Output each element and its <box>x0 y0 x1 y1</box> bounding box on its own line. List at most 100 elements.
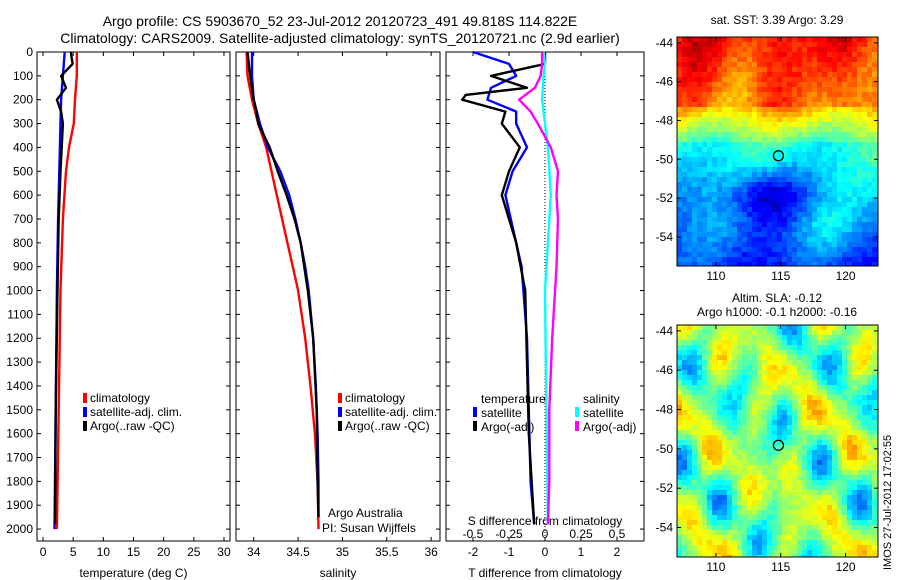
map-cell <box>677 460 683 466</box>
map-cell <box>802 510 808 516</box>
map-cell <box>842 112 848 118</box>
map-cell <box>807 102 813 108</box>
map-cell <box>852 222 858 228</box>
map-cell <box>837 122 843 128</box>
map-cell <box>702 257 708 263</box>
map-cell <box>842 142 848 148</box>
map-cell <box>822 550 828 556</box>
map-cell <box>842 385 848 391</box>
map-cell <box>677 385 683 391</box>
map-cell <box>802 340 808 346</box>
map-cell <box>867 197 873 203</box>
map-cell <box>692 147 698 153</box>
map-cell <box>682 330 688 336</box>
map-cell <box>687 385 693 391</box>
map-cell <box>707 540 713 546</box>
map-cell <box>697 212 703 218</box>
map-cell <box>812 465 818 471</box>
map-cell <box>822 37 828 43</box>
map-cell <box>742 520 748 526</box>
map-cell <box>687 227 693 233</box>
map-cell <box>682 335 688 341</box>
map-cell <box>807 52 813 58</box>
map-cell <box>872 440 878 446</box>
map-cell <box>867 237 873 243</box>
map-cell <box>762 142 768 148</box>
map-cell <box>812 117 818 123</box>
map-cell <box>787 82 793 88</box>
map-cell <box>772 47 778 53</box>
map-cell <box>812 510 818 516</box>
map-cell <box>767 112 773 118</box>
map-cell <box>842 47 848 53</box>
map-cell <box>787 202 793 208</box>
map-cell <box>867 510 873 516</box>
map-cell <box>872 500 878 506</box>
map-cell <box>862 500 868 506</box>
map-cell <box>717 62 723 68</box>
map-cell <box>847 162 853 168</box>
map-cell <box>717 365 723 371</box>
map-cell <box>857 415 863 421</box>
map-cell <box>867 207 873 213</box>
map-cell <box>792 207 798 213</box>
map-cell <box>697 47 703 53</box>
map-cell <box>827 237 833 243</box>
map-cell <box>767 510 773 516</box>
map-cell <box>827 485 833 491</box>
map-cell <box>832 470 838 476</box>
map-cell <box>812 440 818 446</box>
map-cell <box>737 480 743 486</box>
map-cell <box>727 232 733 238</box>
map-cell <box>677 410 683 416</box>
map-cell <box>717 540 723 546</box>
map-cell <box>792 395 798 401</box>
map-cell <box>812 355 818 361</box>
map-cell <box>772 345 778 351</box>
map-cell <box>732 515 738 521</box>
map-cell <box>772 182 778 188</box>
map-cell <box>772 515 778 521</box>
map-cell <box>867 405 873 411</box>
map-cell <box>837 385 843 391</box>
map-cell <box>687 37 693 43</box>
map-cell <box>872 112 878 118</box>
map-cell <box>727 262 733 267</box>
map-cell <box>697 355 703 361</box>
map-cell <box>872 480 878 486</box>
map-cell <box>712 187 718 193</box>
map-cell <box>842 137 848 143</box>
map-cell <box>817 37 823 43</box>
map-cell <box>767 360 773 366</box>
map-cell <box>712 415 718 421</box>
map-cell <box>817 117 823 123</box>
map-cell <box>867 365 873 371</box>
map-cell <box>727 435 733 441</box>
map-cell <box>702 390 708 396</box>
map-cell <box>722 37 728 43</box>
map-cell <box>782 182 788 188</box>
map-cell <box>812 72 818 78</box>
map-cell <box>762 202 768 208</box>
map-cell <box>767 237 773 243</box>
map-cell <box>852 187 858 193</box>
map-cell <box>872 360 878 366</box>
map-cell <box>867 37 873 43</box>
map-cell <box>687 340 693 346</box>
x-tick-label: 34 <box>247 545 261 559</box>
map-cell <box>712 335 718 341</box>
map-cell <box>677 510 683 516</box>
map-cell <box>722 450 728 456</box>
map-cell <box>807 450 813 456</box>
map-cell <box>792 157 798 163</box>
map-cell <box>722 340 728 346</box>
map-cell <box>712 405 718 411</box>
map-cell <box>757 405 763 411</box>
s-tick-label: 0.25 <box>569 527 593 541</box>
map-cell <box>787 217 793 223</box>
map-cell <box>837 415 843 421</box>
map-cell <box>767 350 773 356</box>
map-cell <box>687 400 693 406</box>
map-cell <box>837 375 843 381</box>
